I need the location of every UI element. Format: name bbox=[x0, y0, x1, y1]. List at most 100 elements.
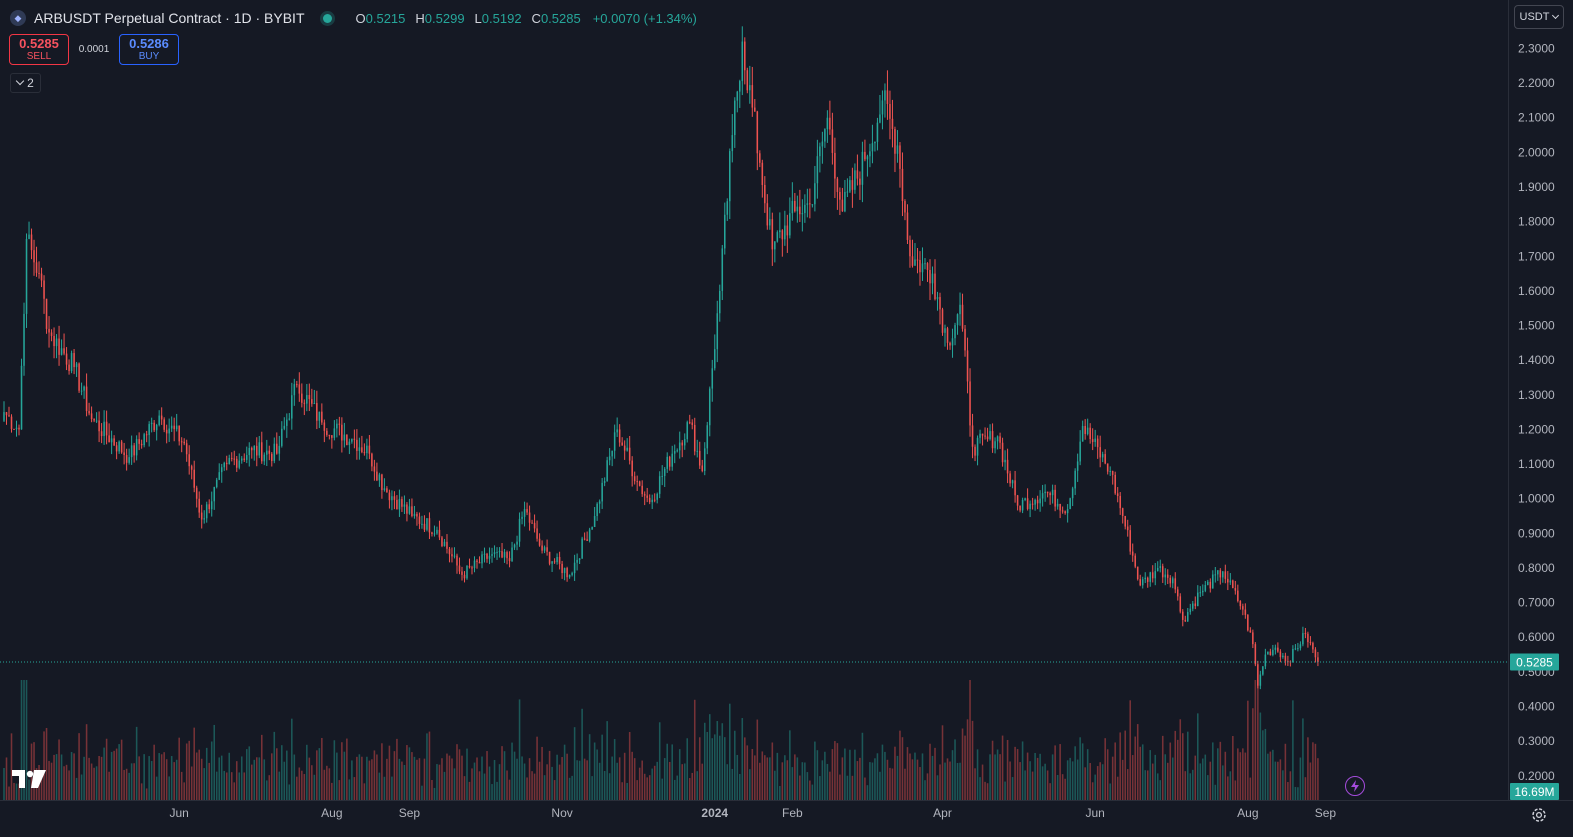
volume-bar bbox=[225, 772, 228, 800]
candle-body bbox=[1054, 489, 1056, 507]
candle-body bbox=[133, 445, 135, 456]
volume-bar bbox=[120, 739, 123, 800]
volume-bar bbox=[616, 762, 618, 800]
volume-bar bbox=[879, 771, 881, 800]
volume-bar bbox=[278, 771, 281, 800]
volume-bar bbox=[18, 783, 20, 800]
sell-button[interactable]: 0.5285 SELL bbox=[9, 34, 69, 65]
price-tick-label: 1.9000 bbox=[1518, 180, 1555, 194]
candle-body bbox=[160, 415, 163, 420]
candle-body bbox=[441, 537, 443, 547]
candle-body bbox=[113, 438, 115, 446]
volume-bar bbox=[1124, 730, 1126, 800]
candle-body bbox=[463, 574, 466, 579]
candle-body bbox=[1257, 664, 1259, 686]
volume-bar bbox=[673, 779, 676, 800]
volume-bar bbox=[744, 737, 746, 800]
candle-body bbox=[1056, 503, 1059, 507]
volume-bar bbox=[95, 766, 98, 800]
volume-bar bbox=[75, 777, 78, 800]
candle-body bbox=[1014, 480, 1016, 496]
volume-bar bbox=[1071, 761, 1074, 800]
volume-bar bbox=[185, 743, 188, 800]
volume-bar bbox=[523, 763, 526, 800]
candle-body bbox=[608, 456, 611, 461]
volume-bar bbox=[243, 772, 246, 800]
currency-select[interactable]: USDT bbox=[1514, 5, 1564, 29]
candle-body bbox=[416, 513, 418, 517]
volume-bar bbox=[90, 763, 93, 800]
volume-bar bbox=[1009, 761, 1011, 800]
candle-body bbox=[611, 450, 613, 457]
volume-bar bbox=[1259, 712, 1262, 800]
candle-body bbox=[331, 435, 333, 438]
candle-body bbox=[681, 442, 684, 446]
volume-bar bbox=[901, 737, 904, 800]
volume-bar bbox=[150, 761, 153, 800]
price-tick-label: 1.3000 bbox=[1518, 388, 1555, 402]
volume-bar bbox=[155, 776, 158, 800]
volume-bar bbox=[1154, 754, 1157, 800]
candle-body bbox=[801, 213, 804, 215]
price-tick-label: 0.2000 bbox=[1518, 769, 1555, 783]
candle-body bbox=[358, 447, 361, 451]
candle-body bbox=[53, 335, 55, 347]
candle-body bbox=[744, 41, 746, 71]
volume-bar bbox=[551, 766, 553, 800]
candle-body bbox=[466, 565, 468, 579]
candle-body bbox=[561, 563, 563, 574]
volume-bar bbox=[941, 725, 944, 800]
volume-bar bbox=[1016, 749, 1019, 800]
time-axis[interactable]: Jun Aug Sep Nov 2024 Feb Apr Jun Aug Sep bbox=[0, 800, 1573, 821]
candle-body bbox=[503, 552, 506, 558]
volume-bar bbox=[1257, 680, 1259, 800]
candle-body bbox=[28, 234, 30, 239]
candle-body bbox=[751, 85, 754, 108]
volume-bar bbox=[543, 775, 546, 800]
candle-body bbox=[573, 562, 576, 574]
volume-bar bbox=[696, 771, 699, 800]
volume-bar bbox=[423, 758, 426, 800]
candle-body bbox=[706, 425, 709, 449]
candle-body bbox=[889, 103, 891, 119]
volume-bar bbox=[1099, 762, 1101, 800]
candle-body bbox=[618, 429, 621, 443]
candle-body bbox=[13, 428, 15, 430]
candle-body bbox=[195, 487, 198, 499]
candle-body bbox=[836, 178, 839, 193]
candle-body bbox=[205, 504, 208, 519]
volume-bar bbox=[135, 726, 138, 800]
candle-body bbox=[961, 304, 964, 329]
candle-body bbox=[1259, 674, 1262, 686]
volume-bar bbox=[984, 781, 986, 800]
candle-body bbox=[1046, 491, 1049, 494]
candle-body bbox=[436, 529, 438, 534]
candle-body bbox=[148, 424, 150, 435]
volume-bar bbox=[911, 759, 914, 800]
candle-body bbox=[168, 428, 170, 434]
price-tick-label: 0.9000 bbox=[1518, 526, 1555, 540]
gear-icon[interactable] bbox=[1530, 806, 1548, 824]
tradingview-logo-icon[interactable] bbox=[12, 768, 46, 790]
candle-body bbox=[886, 90, 889, 104]
volume-bar bbox=[466, 748, 468, 800]
candle-body bbox=[989, 431, 991, 440]
indicators-toggle-button[interactable]: 2 bbox=[10, 73, 41, 93]
buy-button[interactable]: 0.5286 BUY bbox=[119, 34, 179, 65]
symbol-title[interactable]: ARBUSDT Perpetual Contract · 1D · BYBIT bbox=[34, 10, 305, 26]
candle-body bbox=[759, 153, 761, 163]
volume-bar bbox=[98, 755, 100, 800]
volume-bar bbox=[593, 742, 596, 800]
candle-body bbox=[528, 512, 531, 523]
price-axis[interactable]: 0.20000.30000.40000.50000.60000.70000.80… bbox=[1508, 0, 1556, 800]
candle-body bbox=[1292, 648, 1294, 663]
volume-bar bbox=[115, 748, 118, 800]
volume-bar bbox=[646, 777, 648, 800]
candle-body bbox=[361, 447, 363, 453]
lightning-icon[interactable] bbox=[1345, 776, 1365, 796]
candle-body bbox=[864, 151, 866, 160]
candle-body bbox=[1314, 649, 1317, 658]
candle-body bbox=[308, 395, 311, 400]
